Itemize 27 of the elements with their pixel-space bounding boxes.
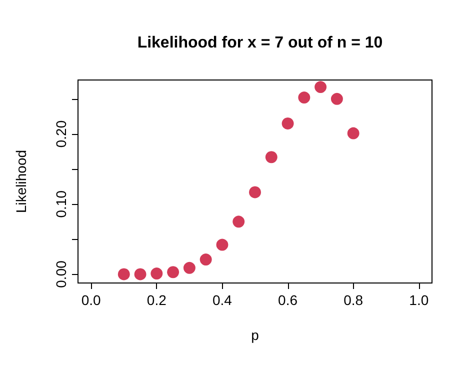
chart-title: Likelihood for x = 7 out of n = 10 [137, 34, 383, 52]
x-tick-label: 0.2 [146, 292, 167, 308]
x-tick-label: 0.6 [278, 292, 298, 308]
y-axis-title: Likelihood [13, 150, 29, 214]
point [134, 268, 146, 280]
y-tick-label: 0.10 [53, 190, 69, 218]
point [118, 268, 130, 280]
point [183, 262, 196, 274]
y-tick-label: 0.20 [53, 120, 69, 148]
point [265, 151, 278, 164]
x-tick-label: 0.0 [81, 292, 102, 308]
point [282, 117, 294, 130]
x-tick-label: 0.8 [344, 292, 364, 308]
x-tick-label: 1.0 [409, 292, 429, 308]
point [314, 81, 327, 94]
point [330, 92, 343, 105]
point [347, 127, 360, 140]
x-tick-label: 0.4 [212, 292, 232, 308]
point [216, 238, 228, 251]
y-tick-label: 0.00 [53, 260, 69, 288]
point [232, 216, 245, 228]
point [298, 92, 310, 104]
point [200, 254, 212, 266]
point [249, 186, 261, 198]
x-axis-title: p [251, 327, 260, 343]
point [150, 268, 163, 280]
point [167, 266, 180, 278]
